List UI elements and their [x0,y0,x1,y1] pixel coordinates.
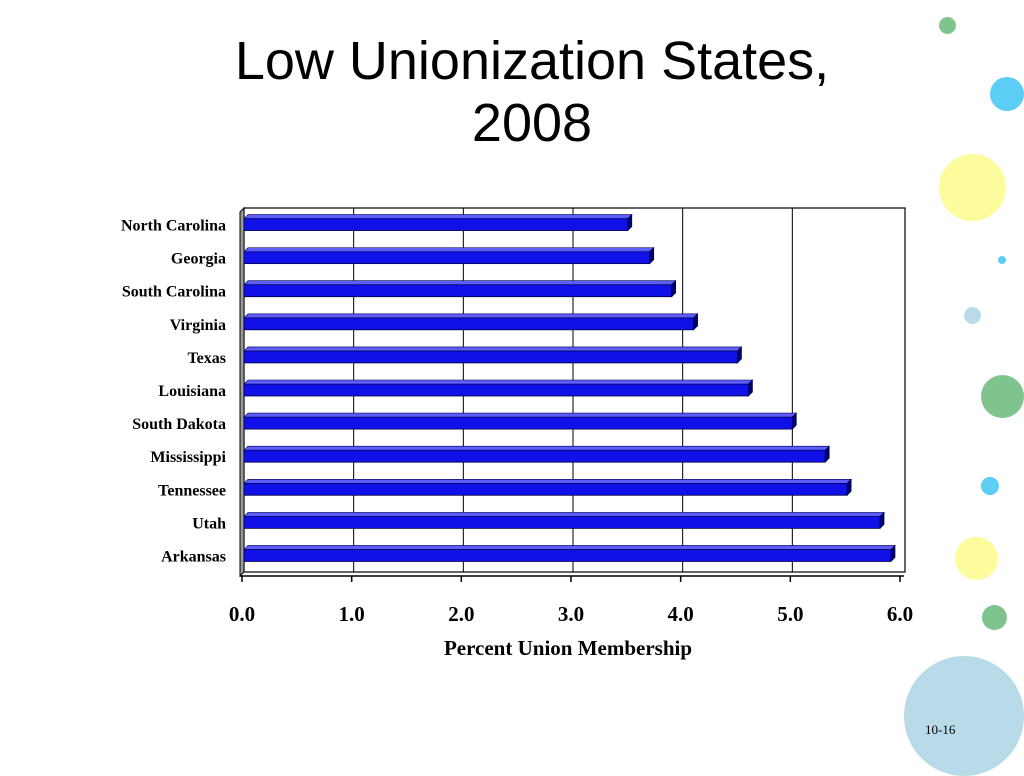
plot-wall [239,206,245,578]
bar [243,350,738,364]
category-label: Georgia [171,251,226,268]
bar-end [737,346,742,364]
bar [243,549,892,562]
x-axis-title: Percent Union Membership [444,636,692,660]
bar-top [243,346,743,352]
bar [243,251,651,265]
bar-end [879,511,885,530]
x-tick-label: 4.0 [668,602,694,626]
bar [243,383,749,397]
bar-end [890,544,896,563]
bar-end [748,379,753,397]
deco-circle-green-large [981,375,1024,418]
page-number: 10-16 [925,722,956,737]
bar-top [243,445,830,451]
deco-circle-yellow [955,537,998,580]
bar-top [243,280,677,286]
bar [243,482,848,496]
category-label: Arkansas [161,548,226,565]
bar [243,284,673,298]
x-tick-label: 1.0 [339,602,365,626]
bar [243,449,826,463]
category-label: Tennessee [158,482,226,499]
deco-circle-blue-small [981,477,999,495]
bar-top [243,545,896,550]
bar [243,515,881,529]
x-tick-label: 6.0 [887,602,913,626]
bar-end [693,313,698,331]
bar-top [243,313,699,319]
category-label: Texas [187,350,226,367]
slide-title-line-2: 2008 [471,93,593,153]
x-tick-label: 5.0 [777,602,803,626]
slide-title: Low Unionization States, 2008 [0,30,1024,154]
deco-circle-yellow-large [939,154,1006,221]
category-label: South Dakota [132,416,226,433]
deco-dot-blue [998,256,1006,264]
deco-circle-green-medium [982,605,1007,630]
bar-end [649,246,655,265]
x-tick-label: 0.0 [229,602,255,626]
bar-end [846,478,852,496]
bar-top [243,247,655,252]
category-label: South Carolina [122,284,226,301]
category-label: Mississippi [150,449,226,466]
bar-end [627,213,633,232]
deco-circle-lightblue-small [964,307,981,324]
deco-circle-blue [990,77,1024,111]
bar-end [824,445,830,463]
category-label: Virginia [170,317,226,334]
bar [243,317,695,331]
category-label: Utah [192,515,226,532]
category-label: North Carolina [121,218,226,235]
bar-top [243,379,754,385]
deco-circle-green-small [939,17,956,34]
category-label: Louisiana [158,383,226,400]
x-tick-label: 3.0 [558,602,584,626]
slide-title-line-1: Low Unionization States, [234,31,830,91]
bar [243,218,629,231]
bar-top [243,412,798,418]
bar-top [243,214,633,219]
bar [243,416,793,430]
bar-end [671,280,677,298]
bar-top [243,512,885,517]
deco-circle-lightblue-large [904,656,1024,776]
bar-end [792,412,797,430]
x-tick-label: 2.0 [448,602,474,626]
bar-top [243,478,852,484]
